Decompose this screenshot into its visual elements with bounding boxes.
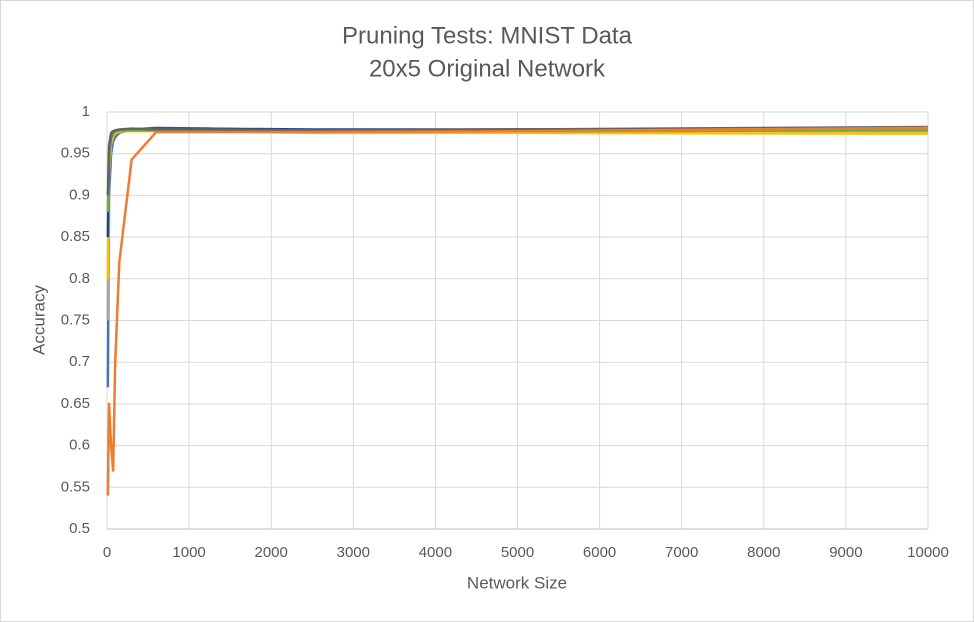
y-tick-label: 0.8 bbox=[69, 270, 90, 287]
x-axis-title: Network Size bbox=[467, 573, 567, 592]
x-tick-label: 0 bbox=[103, 544, 111, 561]
x-tick-label: 1000 bbox=[172, 544, 205, 561]
x-tick-label: 6000 bbox=[583, 544, 616, 561]
chart-subtitle: 20x5 Original Network bbox=[369, 55, 606, 82]
y-tick-label: 0.95 bbox=[61, 145, 90, 162]
y-tick-label: 0.9 bbox=[69, 186, 90, 203]
chart-title: Pruning Tests: MNIST Data bbox=[342, 22, 633, 49]
x-tick-label: 8000 bbox=[747, 544, 780, 561]
y-tick-label: 1 bbox=[82, 103, 90, 120]
x-tick-label: 4000 bbox=[419, 544, 452, 561]
x-tick-label: 2000 bbox=[255, 544, 288, 561]
y-tick-label: 0.75 bbox=[61, 311, 90, 328]
y-axis-title: Accuracy bbox=[29, 285, 48, 355]
y-tick-label: 0.7 bbox=[69, 353, 90, 370]
x-tick-label: 5000 bbox=[501, 544, 534, 561]
series-line bbox=[106, 126, 929, 496]
y-tick-label: 0.85 bbox=[61, 228, 90, 245]
series-line bbox=[106, 125, 929, 196]
x-tick-label: 3000 bbox=[337, 544, 370, 561]
y-tick-label: 0.6 bbox=[69, 437, 90, 454]
y-tick-label: 0.5 bbox=[69, 520, 90, 537]
y-tick-label: 0.65 bbox=[61, 395, 90, 412]
x-tick-label: 10000 bbox=[907, 544, 949, 561]
x-tick-label: 7000 bbox=[665, 544, 698, 561]
x-tick-label: 9000 bbox=[829, 544, 862, 561]
y-tick-label: 0.55 bbox=[61, 478, 90, 495]
